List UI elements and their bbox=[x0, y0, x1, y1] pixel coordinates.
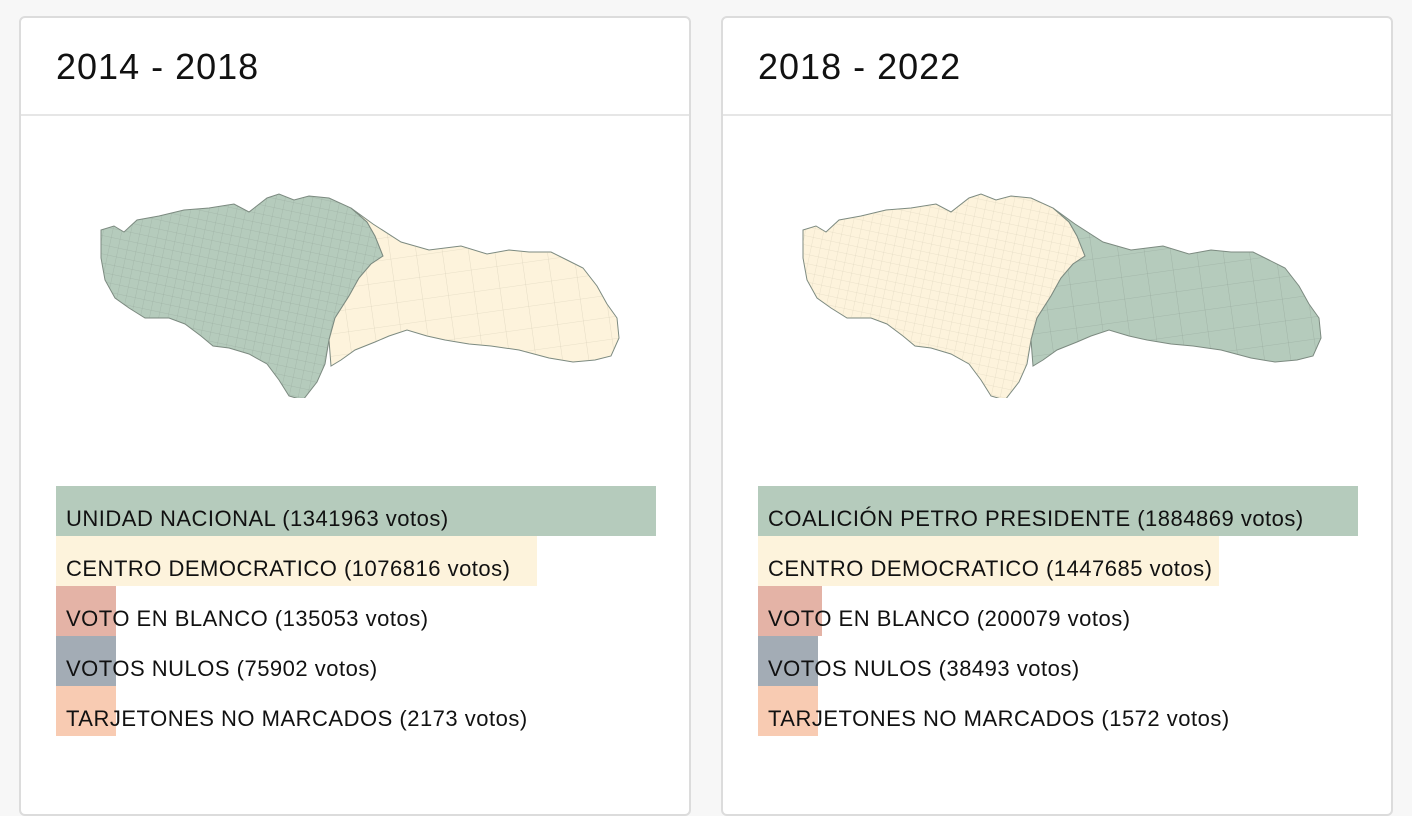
choropleth-map[interactable] bbox=[89, 168, 629, 398]
result-bar bbox=[758, 636, 818, 686]
choropleth-map[interactable] bbox=[791, 168, 1331, 398]
results-card-2018-2022: 2018 - 2022 COALICIÓN PETRO PRESIDENTE (… bbox=[721, 16, 1393, 816]
result-bar bbox=[758, 686, 818, 736]
result-bar-row: VOTOS NULOS (38493 votos) bbox=[758, 636, 1358, 686]
result-bar-row: CENTRO DEMOCRATICO (1076816 votos) bbox=[56, 536, 656, 586]
result-bar-label: VOTO EN BLANCO (135053 votos) bbox=[66, 606, 429, 631]
result-bar bbox=[56, 686, 116, 736]
result-bar-row: TARJETONES NO MARCADOS (1572 votos) bbox=[758, 686, 1358, 736]
result-bar bbox=[56, 536, 537, 586]
result-bar bbox=[758, 486, 1358, 536]
result-bar-row: TARJETONES NO MARCADOS (2173 votos) bbox=[56, 686, 656, 736]
result-bar-label: CENTRO DEMOCRATICO (1076816 votos) bbox=[66, 556, 511, 581]
result-bar bbox=[758, 536, 1219, 586]
results-bar-list: UNIDAD NACIONAL (1341963 votos) CENTRO DE… bbox=[56, 486, 656, 736]
result-bar-label: VOTOS NULOS (75902 votos) bbox=[66, 656, 378, 681]
result-bar-row: UNIDAD NACIONAL (1341963 votos) bbox=[56, 486, 656, 536]
result-bar bbox=[758, 586, 822, 636]
result-bar-label: CENTRO DEMOCRATICO (1447685 votos) bbox=[768, 556, 1213, 581]
result-bar-row: VOTO EN BLANCO (200079 votos) bbox=[758, 586, 1358, 636]
card-header: 2018 - 2022 bbox=[723, 18, 1391, 116]
result-bar bbox=[56, 586, 116, 636]
result-bar-label: TARJETONES NO MARCADOS (2173 votos) bbox=[66, 706, 528, 731]
result-bar-row: COALICIÓN PETRO PRESIDENTE (1884869 voto… bbox=[758, 486, 1358, 536]
result-bar-label: VOTO EN BLANCO (200079 votos) bbox=[768, 606, 1131, 631]
result-bar-row: CENTRO DEMOCRATICO (1447685 votos) bbox=[758, 536, 1358, 586]
results-bar-list: COALICIÓN PETRO PRESIDENTE (1884869 voto… bbox=[758, 486, 1358, 736]
card-title: 2018 - 2022 bbox=[758, 46, 962, 87]
result-bar-label: COALICIÓN PETRO PRESIDENTE (1884869 voto… bbox=[768, 506, 1304, 531]
results-card-2014-2018: 2014 - 2018 UNIDAD NACIONAL (1341963 vot… bbox=[19, 16, 691, 816]
result-bar-row: VOTO EN BLANCO (135053 votos) bbox=[56, 586, 656, 636]
result-bar bbox=[56, 636, 116, 686]
result-bar-label: VOTOS NULOS (38493 votos) bbox=[768, 656, 1080, 681]
card-title: 2014 - 2018 bbox=[56, 46, 260, 87]
result-bar-row: VOTOS NULOS (75902 votos) bbox=[56, 636, 656, 686]
result-bar bbox=[56, 486, 656, 536]
result-bar-label: TARJETONES NO MARCADOS (1572 votos) bbox=[768, 706, 1230, 731]
card-header: 2014 - 2018 bbox=[21, 18, 689, 116]
result-bar-label: UNIDAD NACIONAL (1341963 votos) bbox=[66, 506, 449, 531]
